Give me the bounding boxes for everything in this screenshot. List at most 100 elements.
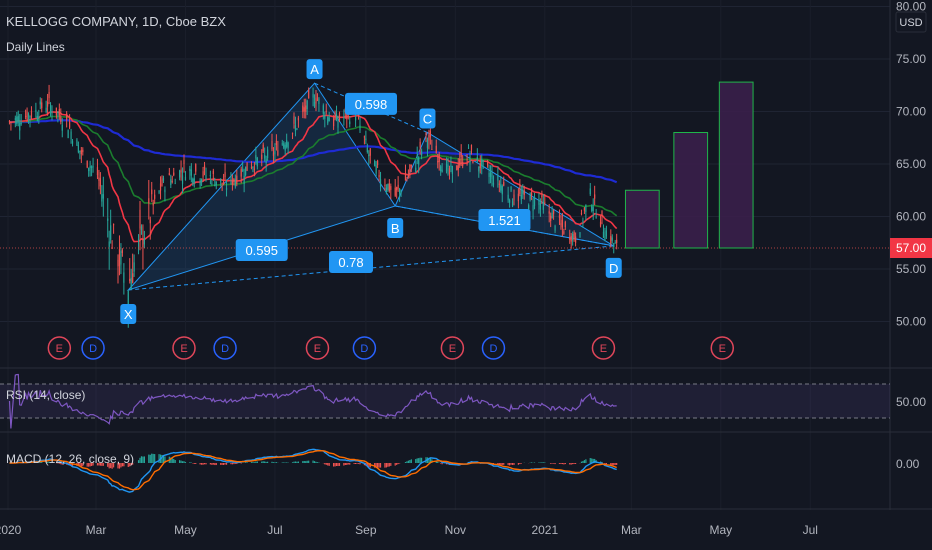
candle-body [88,167,90,172]
event-label: E [719,343,726,355]
candle-body [101,194,103,202]
candle-body [55,107,57,116]
candle-body [396,187,398,191]
candle-body [343,116,345,119]
time-axis-label: Nov [445,523,466,537]
dividend-marker [213,336,237,360]
candle-body [517,193,519,202]
candle-body [539,202,541,210]
last-price-tag [890,238,932,258]
candle-body [399,188,401,194]
candle-body [89,165,91,168]
candle-body [240,168,242,177]
candle-body [250,167,253,169]
candle-body [162,178,165,181]
event-label: D [221,343,229,355]
candle-body [137,239,140,241]
candle-body [349,121,351,125]
time-axis-label: May [174,523,197,537]
candle-body [357,115,360,117]
candle-body [400,191,402,194]
candle-body [120,251,122,265]
candle-body [544,202,546,204]
candle-body [409,164,411,173]
candle-body [375,165,377,174]
candle-body [322,105,324,114]
candle-body [448,168,451,174]
price-tick: 75.00 [896,52,926,66]
macd-label[interactable]: MACD (12, 26, close, 9) [6,452,135,466]
candle-body [67,130,69,139]
candle-body [8,121,11,123]
candle-body [482,160,484,162]
candle-body [421,150,423,156]
ema-long-line [9,119,618,184]
candle-body [264,155,266,159]
candle-body [66,113,68,120]
candle-body [428,135,430,141]
rsi-label[interactable]: RSI (14, close) [6,388,86,402]
candle-body [416,155,418,157]
candle-body [582,220,584,222]
ratio-label: 0.595 [245,243,278,258]
candle-body [110,225,112,240]
pattern-point-label: C [423,112,432,127]
candle-body [500,184,502,191]
candle-body [245,166,247,175]
candle-body [27,113,30,117]
candle-body [29,116,31,119]
event-label: D [89,343,97,355]
candle-body [550,215,552,222]
candle-body [151,189,153,195]
candle-body [431,149,433,151]
candle-body [437,161,439,163]
candle-body [441,169,443,173]
candle-body [385,187,387,193]
candle-body [338,113,341,121]
ratio-label-box [235,239,288,261]
candle-body [297,117,299,121]
candle-body [605,230,607,237]
candle-body [284,144,286,151]
candle-body [462,162,464,167]
candle-body [501,185,503,195]
pattern-point-label: X [124,307,133,322]
time-axis-label: Sep [355,523,377,537]
candle-body [161,179,163,186]
candle-body [293,116,295,124]
candle-body [538,199,540,205]
candle-body [58,109,60,116]
candle-body [223,181,225,185]
candle-body [45,107,47,113]
candle-body [355,116,357,121]
candle-body [201,179,203,183]
candle-body [479,162,481,169]
candle-body [394,187,396,196]
candle-body [497,175,499,181]
pattern-point-d [605,257,622,278]
rsi-band [0,384,890,418]
time-axis-label: Mar [621,523,642,537]
candle-body [70,131,72,140]
candle-body [230,175,232,178]
candle-body [36,115,38,121]
candle-body [387,183,389,190]
candle-body [604,236,606,242]
candle-body [445,163,448,172]
candle-body [181,175,184,184]
candle-body [492,182,495,185]
event-label: E [180,343,187,355]
dividend-marker [81,336,105,360]
candle-body [520,194,522,200]
candle-body [541,195,543,198]
candle-body [154,194,156,199]
price-tick: 50.00 [896,315,926,329]
dividend-marker [352,336,377,360]
candle-body [435,145,437,154]
candle-body [246,162,248,171]
candle-body [594,194,596,199]
candle-body [610,236,612,244]
candle-body [164,189,166,193]
candle-body [302,105,304,112]
